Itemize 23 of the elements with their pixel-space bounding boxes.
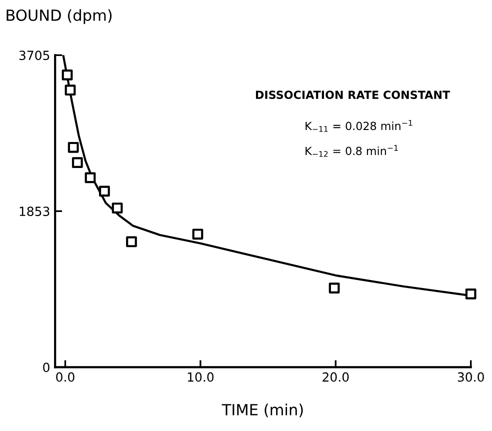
point — [68, 142, 79, 153]
x-tick-label: 10.0 — [188, 372, 214, 382]
point — [72, 157, 83, 168]
point — [99, 186, 110, 197]
annotation: DISSOCIATION RATE CONSTANT — [256, 90, 450, 100]
point — [126, 236, 137, 248]
point — [192, 228, 204, 240]
y-tick-label: 3705 — [19, 50, 50, 60]
x-axis-title: TIME (min) — [222, 404, 303, 418]
point — [84, 172, 96, 184]
x-tick-label: 30.0 — [458, 372, 484, 382]
annotation: K$_{−12}$ = 0.8 min$^{−1}$ — [306, 145, 398, 157]
x-tick-label: 0.0 — [56, 372, 74, 382]
y-tick-label: 1853 — [20, 206, 50, 216]
point — [465, 288, 476, 300]
x-tick-label: 20.0 — [322, 372, 349, 382]
y-axis-title: BOUND (dpm) — [6, 9, 112, 24]
point — [112, 202, 123, 214]
point — [64, 84, 76, 96]
y-tick-label: 0 — [43, 362, 50, 372]
point — [328, 282, 340, 294]
annotation: K$_{−11}$ = 0.028 min$^{−1}$ — [306, 120, 412, 132]
point — [62, 70, 73, 80]
